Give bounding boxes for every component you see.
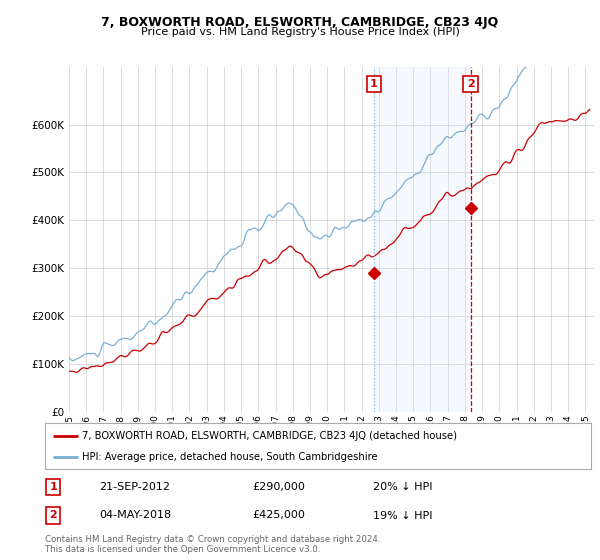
Text: 7, BOXWORTH ROAD, ELSWORTH, CAMBRIDGE, CB23 4JQ: 7, BOXWORTH ROAD, ELSWORTH, CAMBRIDGE, C… (101, 16, 499, 29)
Text: 2: 2 (467, 79, 475, 89)
Text: 04-MAY-2018: 04-MAY-2018 (100, 511, 172, 520)
Text: HPI: Average price, detached house, South Cambridgeshire: HPI: Average price, detached house, Sout… (82, 452, 378, 462)
Text: 1: 1 (49, 482, 57, 492)
Text: 19% ↓ HPI: 19% ↓ HPI (373, 511, 432, 520)
Text: £290,000: £290,000 (253, 482, 305, 492)
Text: 1: 1 (370, 79, 378, 89)
Text: 21-SEP-2012: 21-SEP-2012 (100, 482, 170, 492)
Text: 2: 2 (49, 511, 57, 520)
Text: 7, BOXWORTH ROAD, ELSWORTH, CAMBRIDGE, CB23 4JQ (detached house): 7, BOXWORTH ROAD, ELSWORTH, CAMBRIDGE, C… (82, 431, 457, 441)
Bar (374, 67, 470, 412)
Text: £425,000: £425,000 (253, 511, 305, 520)
Text: 20% ↓ HPI: 20% ↓ HPI (373, 482, 432, 492)
Text: Price paid vs. HM Land Registry's House Price Index (HPI): Price paid vs. HM Land Registry's House … (140, 27, 460, 37)
Text: Contains HM Land Registry data © Crown copyright and database right 2024.
This d: Contains HM Land Registry data © Crown c… (45, 535, 380, 554)
